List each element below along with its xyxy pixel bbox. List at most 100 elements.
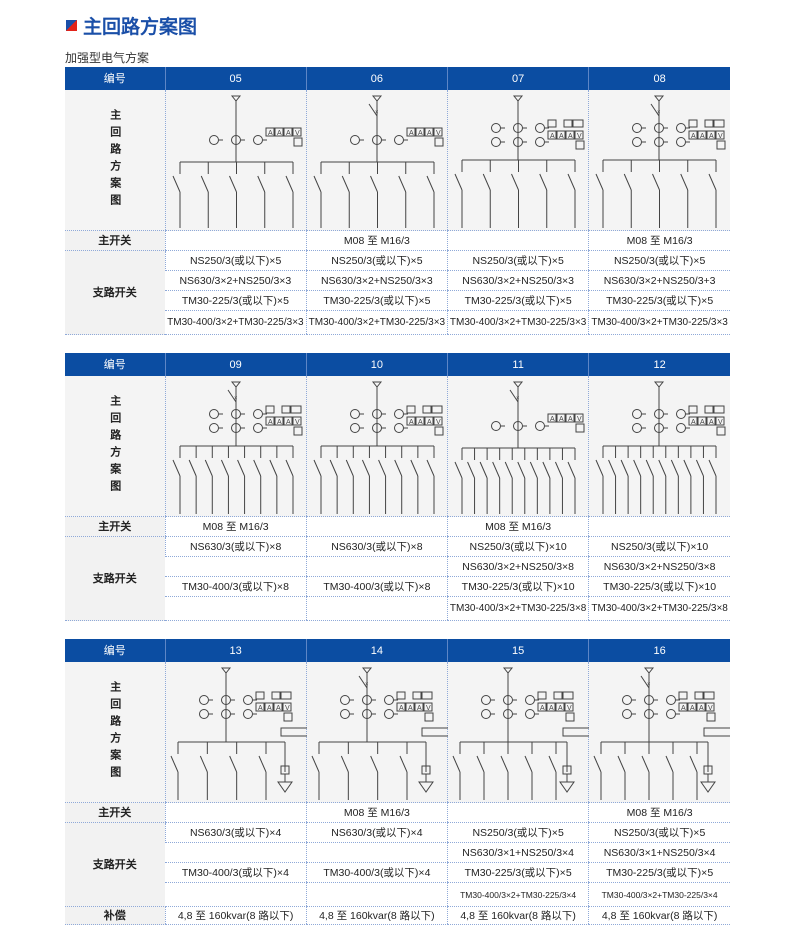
current-transformer-icon — [371, 423, 382, 433]
breaker-mark: × — [234, 396, 238, 402]
meter-icon — [562, 727, 589, 737]
branch-switch-icon — [665, 755, 674, 773]
busbar-terminal-icon — [230, 95, 241, 102]
transducer-icon — [716, 140, 726, 150]
meter-label: A — [568, 416, 573, 423]
capacitor-icon — [417, 781, 434, 793]
branch-switch-label: 支路开关 — [65, 250, 165, 335]
current-transformer-icon — [349, 409, 360, 419]
meter-label: A — [409, 130, 414, 137]
busbar-terminal-icon — [654, 381, 665, 388]
branch-switch-icon — [313, 459, 322, 477]
energy-meter-icon — [396, 691, 406, 700]
meter-icon — [556, 130, 566, 140]
meter-icon — [424, 416, 434, 426]
energy-meter-icon — [265, 405, 274, 414]
circuit-diagram-svg: ×A A A V — [593, 667, 731, 800]
branch-switch-value: TM30-225/3(或以下)×5 — [446, 290, 589, 311]
meter-label: A — [559, 416, 564, 423]
kwh-meter-icon — [280, 691, 291, 700]
branch-switch-icon — [285, 175, 293, 193]
meter-icon — [396, 702, 406, 712]
main-switch-value: M08 至 M16/3 — [305, 802, 448, 823]
meter-icon — [405, 702, 415, 712]
main-switch-label: 主开关 — [65, 802, 165, 823]
circuit-diagram-svg: ×A A A V — [595, 95, 726, 228]
current-transformer-icon — [622, 709, 633, 719]
kwh-meter-icon — [290, 405, 301, 414]
meter-label: A — [286, 130, 291, 137]
current-transformer-icon — [632, 137, 643, 147]
branch-switch-icon — [504, 461, 513, 479]
meter-label: A — [681, 705, 686, 712]
header-number: 编号 — [65, 67, 165, 90]
meter-label: V — [577, 416, 582, 423]
branch-switch-icon — [500, 755, 509, 773]
meter-icon — [547, 413, 557, 423]
scheme-table: 编号 05 06 07 08 主回路方案图 A A A V × A A A V A A A V × A A A V 主开关 M08… — [65, 67, 730, 335]
header-number: 编号 — [65, 639, 165, 662]
current-transformer-icon — [654, 123, 665, 133]
branch-switch-icon — [696, 459, 705, 477]
meter-label: A — [700, 419, 705, 426]
branch-switch-icon — [369, 755, 378, 773]
branch-switch-value: NS630/3(或以下)×8 — [305, 536, 448, 557]
branch-switch-icon — [199, 755, 208, 773]
scheme-number: 13 — [164, 639, 307, 662]
meter-label: A — [709, 419, 714, 426]
current-transformer-icon — [676, 137, 687, 147]
header-row: 编号 05 06 07 08 — [65, 67, 730, 90]
branch-switch-icon — [228, 175, 237, 193]
current-transformer-icon — [535, 123, 545, 133]
energy-meter-icon — [547, 119, 557, 128]
branch-switch-icon — [252, 459, 261, 477]
main-switch-icon — [227, 389, 236, 403]
branch-switch-icon — [313, 175, 322, 193]
circuit: ×A A A V — [595, 95, 726, 228]
current-transformer-icon — [632, 123, 643, 133]
meter-label: A — [691, 133, 696, 140]
main-switch-value — [446, 230, 589, 251]
branch-switch-value: TM30-400/3×2+TM30-225/3×8 — [588, 596, 730, 621]
meter-label: A — [417, 705, 422, 712]
current-transformer-icon — [644, 695, 655, 705]
compensation-label: 补偿 — [65, 906, 165, 925]
branch-switch-icon — [345, 459, 354, 477]
scheme-number: 11 — [446, 353, 589, 376]
compensation-value: 4,8 至 160kvar(8 路以下) — [446, 906, 589, 925]
branch-switch-icon — [341, 175, 350, 193]
meter-icon — [292, 127, 301, 137]
header-number: 编号 — [65, 353, 165, 376]
meter-icon — [414, 702, 424, 712]
kw-meter-icon — [694, 691, 704, 700]
scheme-number: 12 — [588, 353, 730, 376]
branch-switch-value — [305, 842, 448, 863]
meter-label: V — [436, 419, 441, 426]
branch-switch-value: NS250/3(或以下)×5 — [305, 250, 448, 271]
current-transformer-icon — [481, 695, 491, 705]
current-transformer-icon — [383, 709, 394, 719]
current-transformer-icon — [666, 695, 677, 705]
current-transformer-icon — [654, 423, 665, 433]
main-switch-icon — [650, 103, 660, 117]
branch-switch-value: TM30-225/3(或以下)×10 — [588, 576, 730, 597]
transducer-icon — [575, 423, 585, 433]
kw-meter-icon — [704, 405, 714, 414]
meter-label: A — [558, 705, 563, 712]
current-transformer-icon — [491, 123, 501, 133]
meter-icon — [424, 127, 434, 137]
main-switch-value: M08 至 M16/3 — [588, 230, 730, 251]
current-transformer-icon — [535, 137, 545, 147]
branch-switch-value: TM30-225/3(或以下)×5 — [446, 862, 589, 883]
main-switch-value: M08 至 M16/3 — [305, 230, 448, 251]
energy-meter-icon — [255, 691, 264, 700]
branch-switch-value: NS250/3(或以下)×5 — [446, 822, 589, 843]
branch-switch-icon — [452, 755, 461, 773]
branch-switch-icon — [624, 173, 632, 191]
branch-switch-value — [165, 596, 307, 621]
meter-label: A — [268, 419, 273, 426]
diagram-row: 主回路方案图 × A A A V A A A V × A A A V A A A V — [65, 376, 730, 517]
